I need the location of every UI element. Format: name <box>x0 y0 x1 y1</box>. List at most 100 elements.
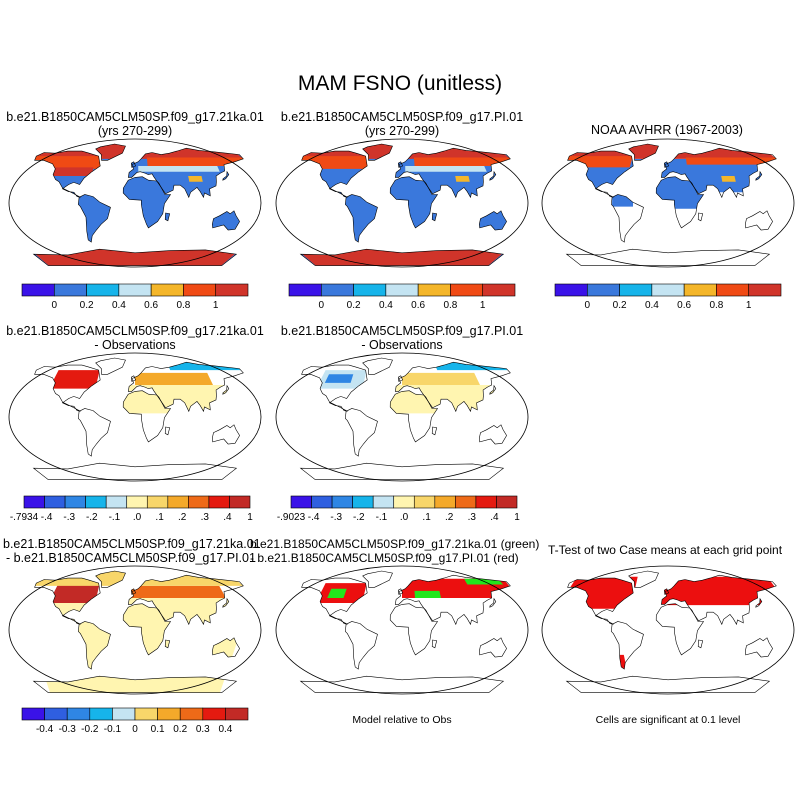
snow-tibet-yellow <box>455 176 470 182</box>
coastline-namerica <box>301 364 368 412</box>
colorbar-tick-label: -.1 <box>376 512 388 523</box>
panel-title-line: b.e21.B1850CAM5CLM50SP.f09_g17.21ka.01 <box>3 537 261 551</box>
colorbar-tick-label: .3 <box>201 512 210 523</box>
coastline-madagascar <box>431 426 438 436</box>
panel-title-case1-obs: b.e21.B1850CAM5CLM50SP.f09_g17.21ka.01 -… <box>0 324 270 352</box>
panel-title-line: - Observations <box>361 338 443 352</box>
coastline-samerica <box>610 621 644 670</box>
coastline-eurasia <box>394 147 511 199</box>
coastline-japan <box>489 384 497 395</box>
panel-title-obs: NOAA AVHRR (1967-2003) <box>532 123 800 137</box>
panel-title-line: (yrs 270-299) <box>364 124 440 138</box>
colorbar-swatch <box>23 495 45 509</box>
colorbar-swatch <box>434 495 456 509</box>
coastline-africa <box>122 176 172 229</box>
coastline-greenland <box>628 143 659 161</box>
coastline-antarctica <box>299 462 505 480</box>
snow-eu-orange <box>146 157 244 166</box>
snow-eu-lightblue <box>138 166 220 172</box>
panel-title-line: b.e21.B1850CAM5CLM50SP.f09_g17.PI.01 <box>280 324 524 338</box>
coastline-uk <box>397 161 404 168</box>
sig-red-na <box>566 576 638 609</box>
coastline-samerica <box>344 194 378 243</box>
colorbar-tick-label: .3 <box>468 512 477 523</box>
globe-outline <box>275 352 529 482</box>
panel-title-line: b.e21.B1850CAM5CLM50SP.f09_g17.21ka.01 <box>6 110 264 124</box>
colorbar-tick-label: -.2 <box>86 512 98 523</box>
colorbar-tick-label: 0.8 <box>176 300 190 311</box>
colorbar-swatch <box>85 495 107 509</box>
panel-title-line: (yrs 270-299) <box>97 124 173 138</box>
sig-red-eu <box>661 576 777 606</box>
diff-eu-mixed <box>402 372 480 385</box>
colorbar-swatch <box>482 283 516 297</box>
colorbar-tick-label: 0.8 <box>443 300 457 311</box>
coastline-uk <box>130 375 137 382</box>
colorbar-tick-label: 0.8 <box>709 300 723 311</box>
coastline-australia <box>211 637 240 658</box>
coastline-antarctica <box>565 675 771 693</box>
snow-tibet-yellow <box>188 176 203 182</box>
colorbar-swatch <box>126 495 148 509</box>
panel-title-case1-case2: b.e21.B1850CAM5CLM50SP.f09_g17.21ka.01 -… <box>0 537 273 565</box>
diff-na-positive <box>49 370 100 389</box>
colorbar-tick-label: .4 <box>490 512 499 523</box>
figure-title: MAM FSNO (unitless) <box>297 72 503 95</box>
coastline-madagascar <box>431 212 438 222</box>
colorbar-swatch <box>105 495 128 509</box>
colorbar-tick-label: -.1 <box>109 512 121 523</box>
snow-eu-orange <box>685 157 777 165</box>
colorbar-tick-label: 0.6 <box>411 300 425 311</box>
colorbar-swatch <box>157 707 181 721</box>
coastline-africa <box>655 176 705 229</box>
colorbar-tick-label: -.7934 <box>10 512 39 523</box>
coastline-greenland <box>362 143 393 161</box>
colorbar-tick-label: .4 <box>223 512 232 523</box>
colorbar-tick-label: -0.1 <box>104 724 122 735</box>
coastline-greenland <box>95 357 126 375</box>
panel-title-line: b.e21.B1850CAM5CLM50SP.f09_g17.PI.01 <box>280 110 524 124</box>
colorbar-swatch <box>331 495 353 509</box>
panel-title-case1: b.e21.B1850CAM5CLM50SP.f09_g17.21ka.01 (… <box>0 110 270 138</box>
coastline-greenland <box>95 570 126 588</box>
colorbar-tick-label: 0 <box>132 724 138 735</box>
globe-outline <box>541 565 795 695</box>
panel-title-line: - b.e21.B1850CAM5CLM50SP.f09_g17.PI.01 (… <box>250 551 519 565</box>
coastline-africa <box>655 603 705 656</box>
colorbar-swatch <box>183 283 217 297</box>
colorbar-tick-label: -0.3 <box>59 724 77 735</box>
colorbar-tick-label: 0.6 <box>144 300 158 311</box>
colorbar-tick-label: -.4 <box>308 512 320 523</box>
coastline-australia <box>744 637 773 658</box>
colorbar-swatch <box>89 707 113 721</box>
panel-title-case2: b.e21.B1850CAM5CLM50SP.f09_g17.PI.01 (yr… <box>267 110 537 138</box>
coastline-namerica <box>567 577 634 625</box>
panel-title-line: T-Test of two Case means at each grid po… <box>547 543 783 557</box>
snow-eu-lightblue <box>405 166 487 172</box>
colorbar-swatch <box>66 707 91 721</box>
colorbar-tick-label: .1 <box>155 512 164 523</box>
coastline-japan <box>755 597 763 608</box>
colorbar-swatch <box>215 283 249 297</box>
snow-arctic-red <box>566 144 777 159</box>
coastline-australia <box>478 210 507 231</box>
coastline-africa <box>389 603 439 656</box>
colorbar-tick-label: 1 <box>514 512 520 523</box>
coastline-antarctica <box>32 248 238 266</box>
colorbar-tick-label: 0.1 <box>151 724 165 735</box>
coastline-eurasia <box>660 147 777 199</box>
panel-title-line: b.e21.B1850CAM5CLM50SP.f09_g17.21ka.01 (… <box>250 537 540 551</box>
diff-arctic <box>33 571 244 586</box>
colorbar-swatch <box>288 283 322 297</box>
colorbar-tick-label: -.3 <box>330 512 342 523</box>
colorbar-swatch <box>208 495 230 509</box>
map-case1 <box>8 138 262 268</box>
snow-tibet-yellow <box>721 176 736 182</box>
snow-na-orange <box>566 156 633 168</box>
colorbar-swatch <box>86 283 120 297</box>
colorbar-swatch <box>179 707 204 721</box>
map-ttest <box>541 565 795 695</box>
colorbar-tick-label: 0.2 <box>347 300 361 311</box>
map-case2-obs <box>275 352 529 482</box>
panel-title-line: - Observations <box>94 338 176 352</box>
